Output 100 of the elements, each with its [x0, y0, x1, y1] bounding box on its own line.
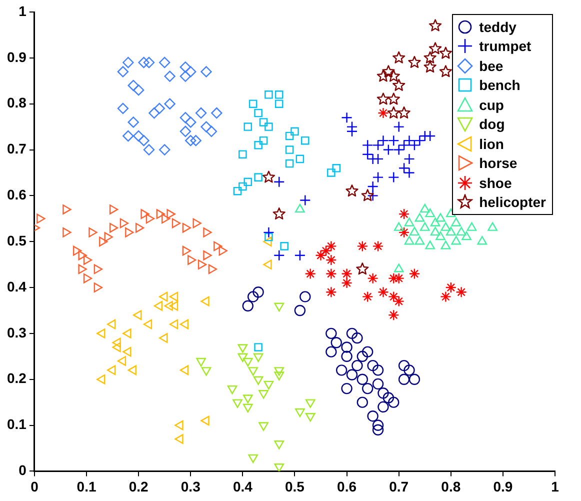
- point: [172, 218, 181, 228]
- point: [248, 367, 258, 376]
- point: [274, 250, 285, 261]
- point: [238, 344, 248, 353]
- point: [414, 134, 426, 146]
- point: [295, 408, 305, 418]
- point: [326, 286, 337, 298]
- point: [382, 392, 394, 404]
- point: [99, 236, 108, 247]
- point: [451, 218, 462, 226]
- x-tick-label: 0.6: [337, 478, 357, 494]
- point: [341, 350, 352, 362]
- point: [158, 333, 168, 343]
- point: [439, 46, 452, 59]
- point: [404, 218, 414, 226]
- point: [200, 296, 210, 306]
- point: [393, 144, 404, 156]
- point: [174, 420, 184, 430]
- point: [200, 416, 210, 426]
- point: [122, 130, 134, 142]
- point: [367, 410, 378, 422]
- point: [376, 70, 390, 82]
- point: [122, 56, 134, 68]
- point: [252, 286, 264, 298]
- point: [404, 236, 414, 245]
- point: [356, 374, 368, 385]
- point: [372, 172, 384, 183]
- point: [346, 369, 358, 380]
- point: [218, 246, 228, 256]
- point: [248, 454, 258, 464]
- point: [378, 401, 389, 413]
- point: [387, 106, 400, 118]
- point: [290, 127, 299, 136]
- point: [264, 90, 273, 99]
- point: [387, 70, 400, 82]
- point: [477, 236, 488, 245]
- point: [254, 343, 262, 352]
- point: [388, 172, 400, 183]
- point: [326, 240, 337, 252]
- legend-label: horse: [479, 155, 518, 172]
- point: [305, 399, 316, 408]
- point: [425, 240, 435, 250]
- legend-label: shoe: [479, 174, 512, 191]
- point: [372, 378, 384, 390]
- point: [356, 396, 368, 408]
- point: [410, 226, 420, 236]
- point: [456, 226, 466, 236]
- point: [420, 222, 430, 231]
- point: [341, 112, 352, 124]
- x-tick-label: 0.7: [389, 478, 409, 494]
- point: [356, 240, 368, 252]
- y-tick-label: 0.4: [6, 278, 27, 294]
- point: [294, 304, 306, 316]
- point: [248, 100, 258, 108]
- point: [185, 66, 196, 78]
- point: [264, 122, 273, 131]
- legend-label: helicopter: [479, 194, 546, 210]
- point: [430, 226, 440, 236]
- point: [436, 231, 446, 240]
- point: [280, 242, 288, 250]
- point: [263, 236, 272, 247]
- point: [398, 374, 410, 385]
- point: [408, 268, 420, 280]
- point: [264, 232, 273, 242]
- point: [414, 236, 425, 245]
- point: [185, 134, 196, 146]
- point: [36, 214, 46, 224]
- point: [393, 121, 404, 132]
- point: [96, 328, 106, 338]
- legend-label: dog: [479, 116, 505, 132]
- point: [352, 332, 363, 344]
- point: [388, 134, 400, 146]
- point: [238, 353, 248, 362]
- y-tick-label: 0.7: [6, 140, 27, 157]
- point: [109, 222, 118, 233]
- point: [420, 204, 430, 213]
- point: [341, 382, 352, 394]
- point: [362, 140, 374, 151]
- x-tick-label: 0.4: [232, 478, 253, 494]
- point: [203, 227, 212, 238]
- point: [294, 250, 306, 261]
- point: [398, 140, 410, 151]
- point: [258, 390, 268, 399]
- point: [274, 372, 284, 380]
- point: [154, 102, 165, 114]
- point: [166, 209, 176, 219]
- point: [398, 106, 410, 118]
- point: [125, 227, 134, 238]
- point: [198, 260, 207, 270]
- point: [106, 319, 116, 330]
- point: [274, 90, 284, 99]
- point: [330, 337, 342, 348]
- point: [332, 164, 341, 172]
- point: [247, 291, 259, 302]
- point: [346, 184, 358, 197]
- point: [376, 92, 390, 105]
- point: [424, 60, 436, 73]
- point: [414, 213, 425, 222]
- point: [244, 178, 252, 186]
- point: [362, 291, 374, 302]
